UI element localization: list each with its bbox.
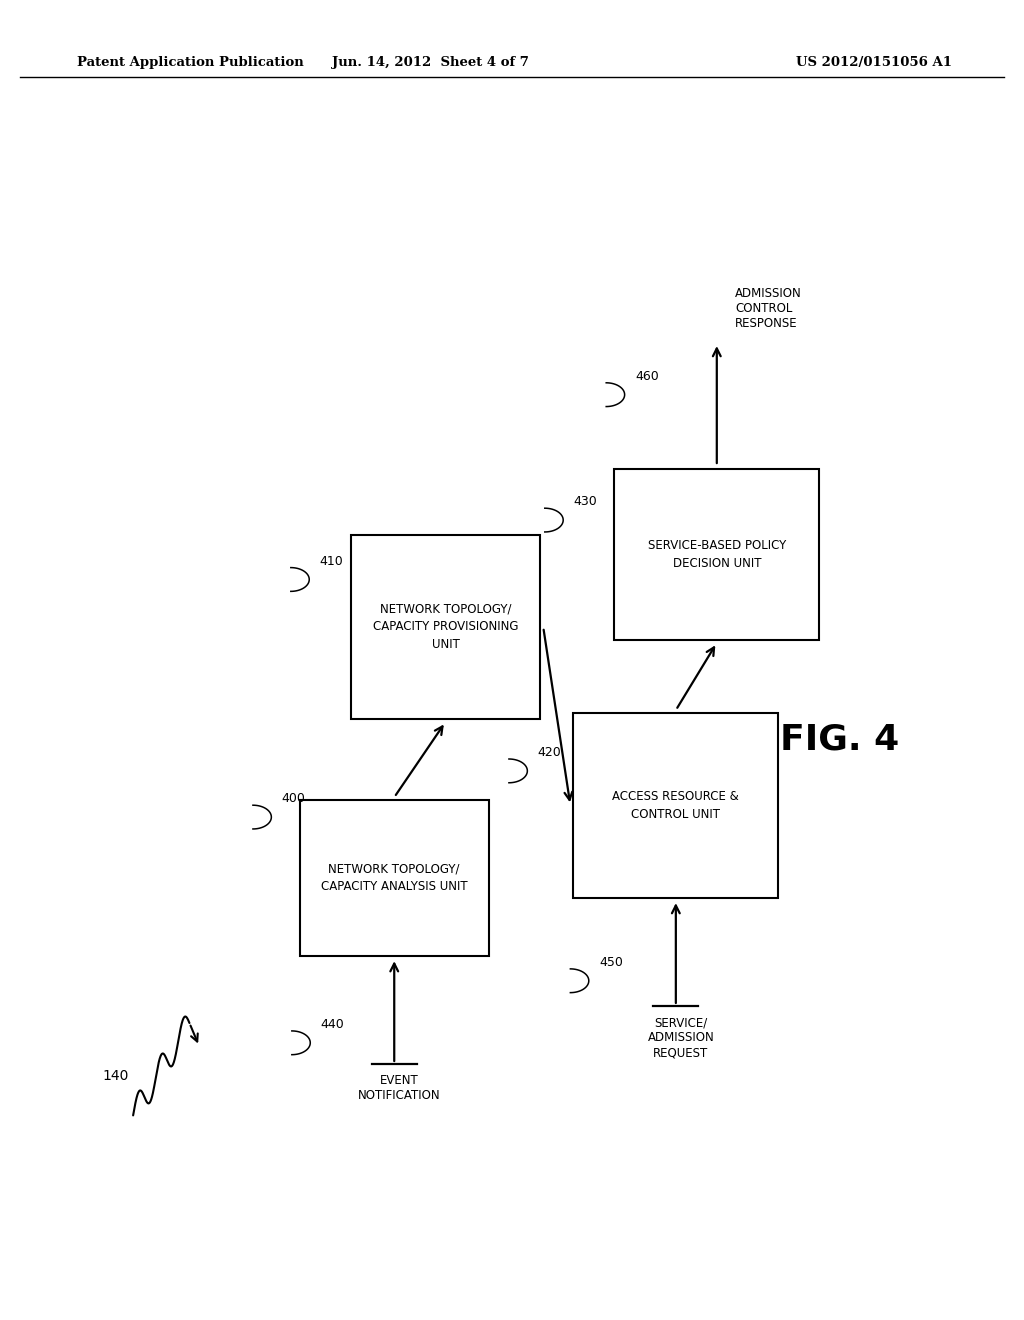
Text: NETWORK TOPOLOGY/
CAPACITY ANALYSIS UNIT: NETWORK TOPOLOGY/ CAPACITY ANALYSIS UNIT [321,862,468,894]
FancyBboxPatch shape [299,800,489,956]
Text: 460: 460 [635,370,658,383]
Text: 430: 430 [573,495,597,508]
Text: ADMISSION
CONTROL
RESPONSE: ADMISSION CONTROL RESPONSE [735,286,802,330]
Text: NETWORK TOPOLOGY/
CAPACITY PROVISIONING
UNIT: NETWORK TOPOLOGY/ CAPACITY PROVISIONING … [373,602,518,652]
Text: 140: 140 [102,1069,129,1082]
Text: Jun. 14, 2012  Sheet 4 of 7: Jun. 14, 2012 Sheet 4 of 7 [332,55,528,69]
Text: 450: 450 [599,956,623,969]
Text: 440: 440 [321,1018,344,1031]
Text: 400: 400 [282,792,305,805]
FancyBboxPatch shape [573,713,778,898]
Text: US 2012/0151056 A1: US 2012/0151056 A1 [797,55,952,69]
Text: Patent Application Publication: Patent Application Publication [77,55,303,69]
Text: 410: 410 [319,554,343,568]
Text: FIG. 4: FIG. 4 [780,722,899,756]
Text: SERVICE-BASED POLICY
DECISION UNIT: SERVICE-BASED POLICY DECISION UNIT [647,539,786,570]
FancyBboxPatch shape [350,535,541,719]
Text: ACCESS RESOURCE &
CONTROL UNIT: ACCESS RESOURCE & CONTROL UNIT [612,789,739,821]
Text: SERVICE/
ADMISSION
REQUEST: SERVICE/ ADMISSION REQUEST [647,1016,715,1060]
Text: 420: 420 [538,746,561,759]
FancyBboxPatch shape [614,469,819,640]
Text: EVENT
NOTIFICATION: EVENT NOTIFICATION [358,1074,440,1102]
